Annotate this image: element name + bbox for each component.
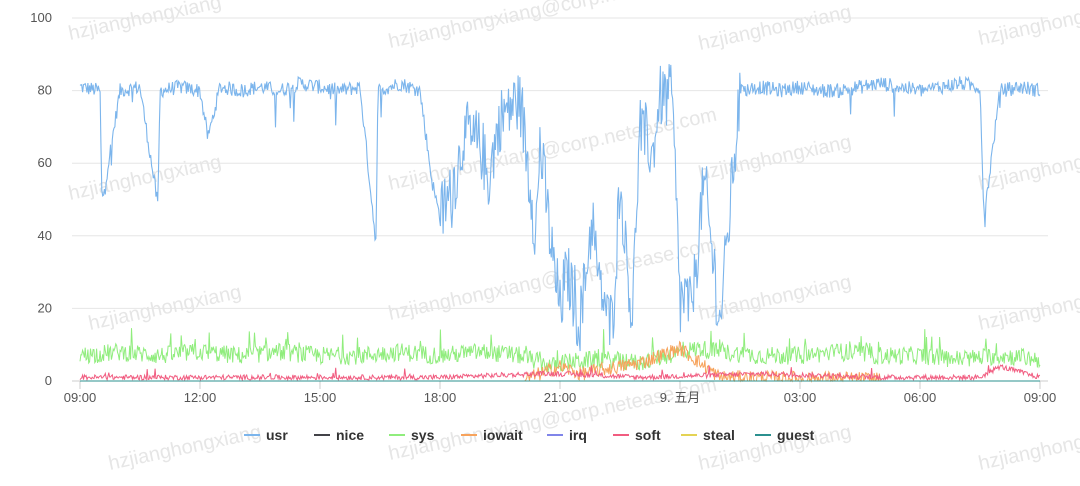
legend-item-iowait[interactable]: iowait (461, 427, 523, 443)
watermark-text: hzjianghongxiang@corp.netease.com (976, 0, 1080, 50)
legend-label: soft (635, 427, 661, 443)
watermark-text: hzjianghongxiang (66, 0, 223, 45)
x-tick-label: 03:00 (784, 390, 817, 405)
legend-label: guest (777, 427, 815, 443)
y-tick-label: 20 (38, 300, 52, 315)
legend-label: usr (266, 427, 288, 443)
x-tick-label: 9. 五月 (660, 390, 700, 405)
watermark-text: hzjianghongxiang@corp.netease.com (386, 104, 718, 195)
legend-item-nice[interactable]: nice (314, 427, 364, 443)
watermark-text: hzjianghongxiang (696, 271, 853, 325)
grid: 0 20 40 60 80 100 (30, 10, 1048, 388)
legend-item-soft[interactable]: soft (613, 427, 661, 443)
y-tick-label: 40 (38, 228, 52, 243)
watermark-text: hzjianghongxiang@corp.netease.com (386, 374, 718, 465)
legend-item-usr[interactable]: usr (244, 427, 288, 443)
legend-item-guest[interactable]: guest (755, 427, 815, 443)
watermark-text: hzjianghongxiang (696, 131, 853, 185)
x-tick-label: 06:00 (904, 390, 937, 405)
watermark-text: hzjianghongxiang@corp.netease.com (386, 0, 718, 53)
legend-label: nice (336, 427, 364, 443)
x-tick-label: 21:00 (544, 390, 577, 405)
y-tick-label: 60 (38, 155, 52, 170)
series-line-sys (79, 328, 1041, 373)
legend-item-sys[interactable]: sys (389, 427, 435, 443)
series-line-usr (79, 64, 1041, 352)
legend-label: sys (411, 427, 435, 443)
x-tick-label: 15:00 (304, 390, 337, 405)
watermark-text: hzjianghongxiang (106, 421, 263, 475)
series-line-soft (79, 364, 1041, 382)
legend-label: steal (703, 427, 735, 443)
y-tick-label: 100 (30, 10, 52, 25)
series-group (79, 64, 1041, 383)
x-tick-label: 12:00 (184, 390, 217, 405)
watermark-text: hzjianghongxiang@corp.netease.com (976, 244, 1080, 335)
x-tick-label: 09:00 (64, 390, 97, 405)
legend-item-steal[interactable]: steal (681, 427, 735, 443)
x-axis: 09:00 12:00 15:00 18:00 21:00 9. 五月 03:00 06:00… (64, 381, 1057, 405)
watermark-text: hzjianghongxiang (696, 1, 853, 55)
legend-label: irq (569, 427, 587, 443)
x-tick-label: 09:00 (1024, 390, 1057, 405)
y-tick-label: 0 (45, 373, 52, 388)
x-tick-label: 18:00 (424, 390, 457, 405)
legend-label: iowait (483, 427, 523, 443)
y-tick-label: 80 (38, 83, 52, 98)
watermark-text: hzjianghongxiang (66, 151, 223, 205)
legend-item-irq[interactable]: irq (547, 427, 587, 443)
legend: usr nice sys iowait irq soft steal guest (244, 427, 815, 443)
